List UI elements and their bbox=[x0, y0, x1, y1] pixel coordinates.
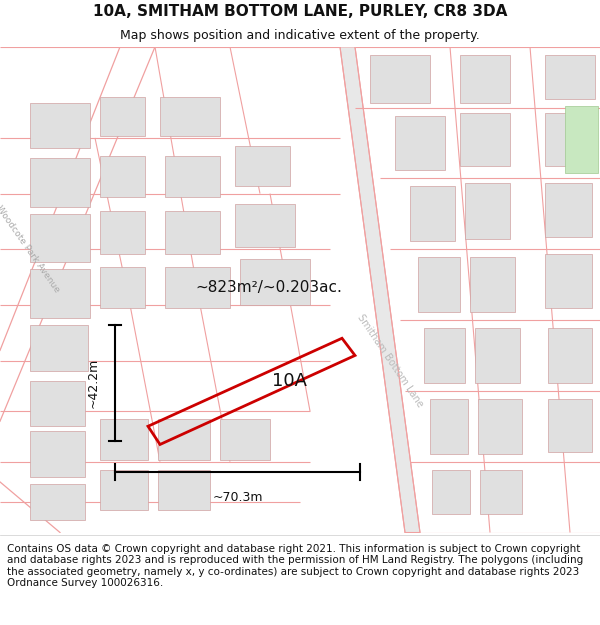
Polygon shape bbox=[100, 98, 145, 136]
Polygon shape bbox=[418, 258, 460, 312]
Polygon shape bbox=[545, 112, 592, 166]
Text: ~70.3m: ~70.3m bbox=[212, 491, 263, 504]
Polygon shape bbox=[545, 184, 592, 237]
Polygon shape bbox=[100, 156, 145, 197]
Polygon shape bbox=[395, 116, 445, 170]
Text: Map shows position and indicative extent of the property.: Map shows position and indicative extent… bbox=[120, 29, 480, 42]
Polygon shape bbox=[30, 269, 90, 318]
Polygon shape bbox=[432, 470, 470, 514]
Polygon shape bbox=[240, 259, 310, 305]
Text: Woodcote Park Avenue: Woodcote Park Avenue bbox=[0, 204, 61, 294]
Polygon shape bbox=[460, 55, 510, 102]
Polygon shape bbox=[100, 419, 148, 459]
Polygon shape bbox=[30, 102, 90, 148]
Polygon shape bbox=[100, 211, 145, 254]
Polygon shape bbox=[410, 186, 455, 241]
Polygon shape bbox=[470, 258, 515, 312]
Text: 10A: 10A bbox=[272, 372, 308, 390]
Text: Smitham Bottom Lane: Smitham Bottom Lane bbox=[355, 312, 425, 409]
Polygon shape bbox=[30, 158, 90, 207]
Polygon shape bbox=[548, 328, 592, 382]
Text: Contains OS data © Crown copyright and database right 2021. This information is : Contains OS data © Crown copyright and d… bbox=[7, 544, 583, 588]
Polygon shape bbox=[30, 381, 85, 426]
Polygon shape bbox=[235, 146, 290, 186]
Polygon shape bbox=[424, 328, 465, 382]
Polygon shape bbox=[100, 268, 145, 308]
Polygon shape bbox=[545, 254, 592, 308]
Polygon shape bbox=[478, 399, 522, 454]
Polygon shape bbox=[100, 470, 148, 510]
Polygon shape bbox=[465, 184, 510, 239]
Polygon shape bbox=[340, 47, 420, 532]
Polygon shape bbox=[460, 112, 510, 166]
Polygon shape bbox=[30, 214, 90, 262]
Polygon shape bbox=[235, 204, 295, 248]
Polygon shape bbox=[160, 98, 220, 136]
Polygon shape bbox=[30, 325, 88, 371]
Polygon shape bbox=[30, 431, 85, 477]
Polygon shape bbox=[475, 328, 520, 382]
Polygon shape bbox=[565, 106, 598, 173]
Polygon shape bbox=[545, 55, 595, 99]
Polygon shape bbox=[220, 419, 270, 459]
Text: ~823m²/~0.203ac.: ~823m²/~0.203ac. bbox=[195, 280, 342, 295]
Polygon shape bbox=[165, 268, 230, 308]
Polygon shape bbox=[370, 55, 430, 102]
Polygon shape bbox=[30, 484, 85, 521]
Polygon shape bbox=[165, 156, 220, 197]
Polygon shape bbox=[165, 211, 220, 254]
Polygon shape bbox=[430, 399, 468, 454]
Polygon shape bbox=[158, 470, 210, 510]
Polygon shape bbox=[158, 419, 210, 459]
Text: 10A, SMITHAM BOTTOM LANE, PURLEY, CR8 3DA: 10A, SMITHAM BOTTOM LANE, PURLEY, CR8 3D… bbox=[93, 4, 507, 19]
Polygon shape bbox=[548, 399, 592, 451]
Text: ~42.2m: ~42.2m bbox=[86, 358, 100, 408]
Polygon shape bbox=[480, 470, 522, 514]
